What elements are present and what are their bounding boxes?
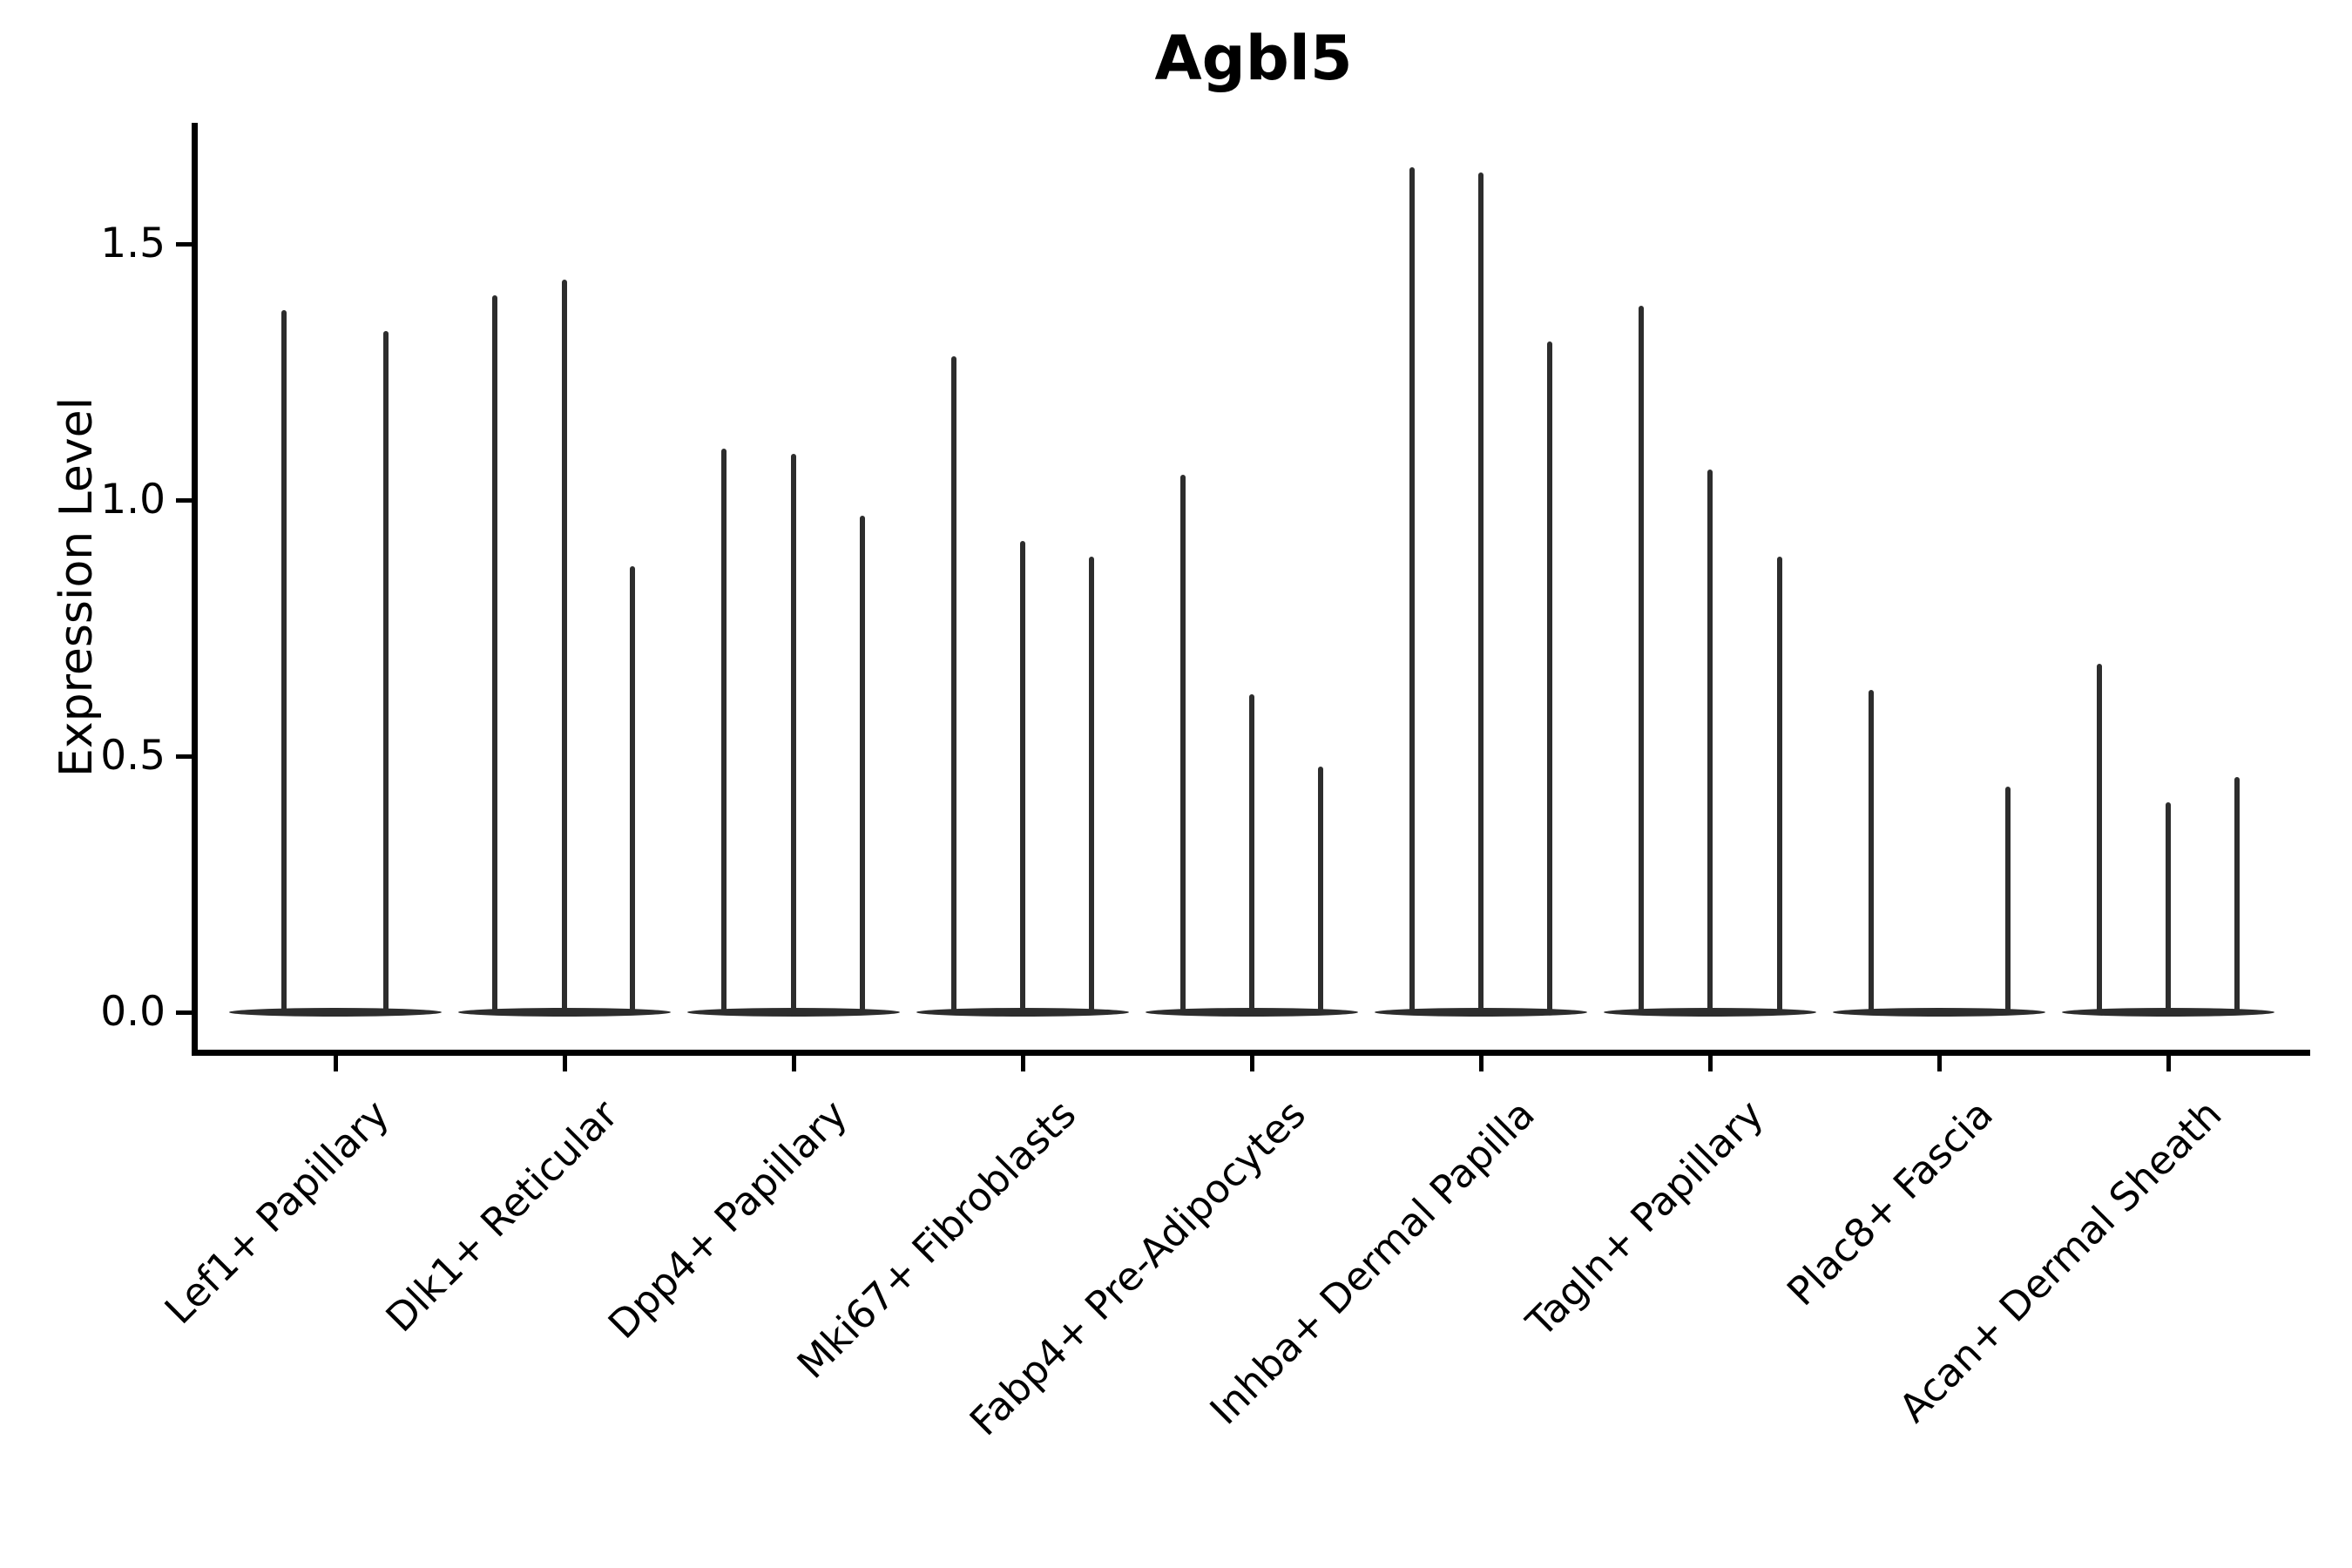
y-tick-label: 1.0 (100, 476, 166, 524)
x-tickmark (791, 1056, 796, 1071)
y-tick-label: 0.5 (100, 732, 166, 780)
y-axis-spine (192, 123, 198, 1056)
x-tick-label-1: Lef1+ Papillary (155, 1091, 398, 1334)
violin-spike (1089, 556, 1094, 1015)
violin-spike (721, 449, 727, 1015)
violin-baseline (1833, 1008, 2045, 1017)
violin-spike (1547, 341, 1552, 1015)
violin-spike (1318, 766, 1323, 1015)
y-tickmark (176, 241, 192, 247)
chart-title: Agbl5 (1154, 23, 1353, 94)
violin-spike (281, 310, 287, 1015)
violin-spike (1777, 556, 1782, 1015)
violin-spike (562, 280, 567, 1015)
x-tick-label-8: Plac8+ Fascia (1777, 1091, 2002, 1315)
violin-spike (2005, 787, 2011, 1015)
x-tick-label-2: Dlk1+ Reticular (376, 1091, 627, 1342)
violin-spike (2166, 801, 2171, 1015)
violin-spike (630, 566, 635, 1015)
violin-baseline (229, 1008, 442, 1017)
x-tickmark (1936, 1056, 1942, 1071)
x-tickmark (1707, 1056, 1713, 1071)
violin-spike (951, 356, 956, 1015)
x-tick-label-7: Tagln+ Papillary (1517, 1091, 1773, 1346)
x-tickmark (333, 1056, 338, 1071)
violin-spike (492, 294, 497, 1015)
violin-spike (2234, 776, 2240, 1015)
x-axis-spine (192, 1050, 2310, 1056)
y-tick-label: 0.0 (100, 988, 166, 1036)
violin-spike (1020, 541, 1025, 1015)
y-tickmark (176, 497, 192, 503)
violin-spike (1869, 689, 1874, 1015)
violin-spike (383, 330, 389, 1015)
x-tickmark (1249, 1056, 1254, 1071)
y-tickmark (176, 1010, 192, 1015)
x-tickmark (1478, 1056, 1484, 1071)
y-axis-label: Expression Level (51, 396, 103, 778)
violin-spike (1639, 305, 1644, 1015)
x-tickmark (1020, 1056, 1025, 1071)
x-tickmark (2166, 1056, 2171, 1071)
x-tickmark (562, 1056, 567, 1071)
violin-spike (1249, 694, 1254, 1015)
violin-spike (1409, 166, 1415, 1015)
y-tick-label: 1.5 (100, 220, 166, 267)
violin-spike (860, 515, 865, 1015)
violin-spike (1707, 469, 1713, 1015)
x-tick-label-3: Dpp4+ Papillary (598, 1091, 856, 1348)
violin-spike (1478, 172, 1484, 1015)
violin-spike (1180, 474, 1186, 1015)
violin-spike (2097, 664, 2102, 1015)
violin-spike (791, 454, 796, 1015)
y-tickmark (176, 754, 192, 759)
